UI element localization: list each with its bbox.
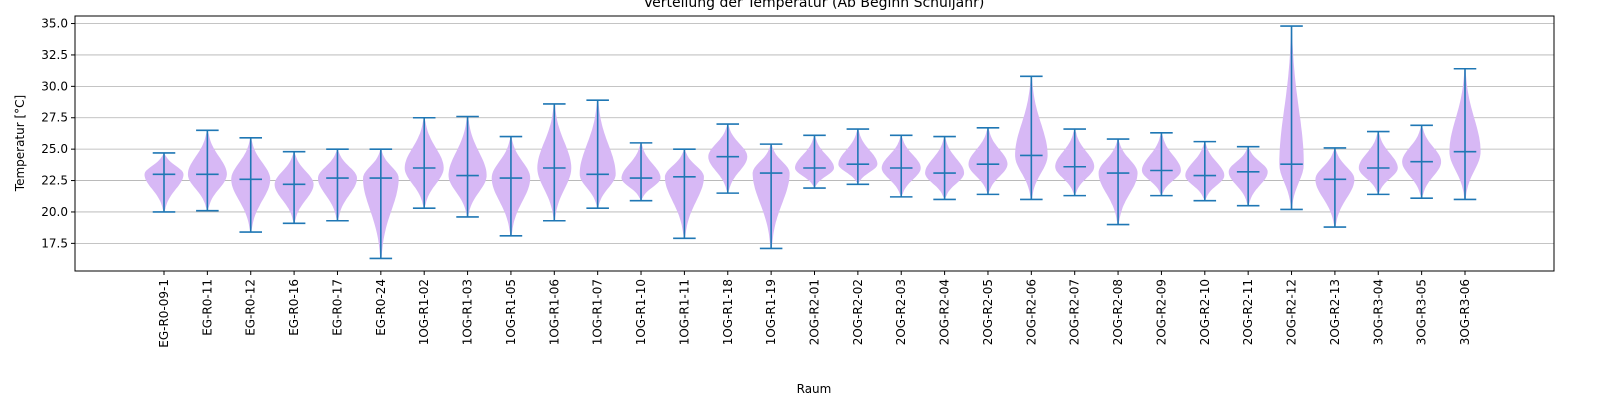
x-tick-label: 3OG-R3-06 (1458, 279, 1472, 345)
x-tick-label: 2OG-R2-11 (1241, 279, 1255, 345)
violin-bodies (144, 26, 1481, 259)
x-tick-label: 2OG-R2-05 (981, 279, 995, 345)
x-tick-label: 1OG-R1-03 (461, 279, 475, 345)
x-tick-label: EG-R0-11 (200, 279, 214, 336)
y-axis-label: Temperatur [°C] (13, 95, 27, 192)
x-tick-label: EG-R0-16 (287, 279, 301, 336)
x-tick-label: 2OG-R2-10 (1198, 279, 1212, 345)
x-tick-label: 2OG-R2-01 (808, 279, 822, 345)
y-tick-label: 27.5 (41, 111, 68, 125)
x-tick-label: 2OG-R2-09 (1154, 279, 1168, 345)
whisker-lines (152, 25, 1477, 260)
x-tick-label: 2OG-R2-13 (1328, 279, 1342, 345)
x-tick-label: 1OG-R1-02 (417, 279, 431, 345)
y-tick-label: 30.0 (41, 79, 68, 93)
x-tick-label: 1OG-R1-06 (547, 279, 561, 345)
y-tick-label: 17.5 (41, 236, 68, 250)
x-tick-label: 2OG-R2-04 (938, 279, 952, 345)
y-tick-label: 25.0 (41, 142, 68, 156)
x-tick-label: 1OG-R1-05 (504, 279, 518, 345)
x-tick-label: 3OG-R3-04 (1371, 279, 1385, 345)
x-tick-label: 2OG-R2-12 (1285, 279, 1299, 345)
x-axis-label: Raum (797, 382, 832, 396)
y-tick-label: 32.5 (41, 48, 68, 62)
x-tick-label: 1OG-R1-19 (764, 279, 778, 345)
y-tick-label: 35.0 (41, 17, 68, 31)
x-tick-label: 1OG-R1-07 (591, 279, 605, 345)
x-axis-ticks: EG-R0-09-1 EG-R0-11 EG-R0-12 EG-R0-16 EG-R0-… (157, 271, 1472, 348)
chart-title: Verteilung der Temperatur (Ab Beginn Sch… (644, 0, 985, 11)
y-tick-label: 20.0 (41, 205, 68, 219)
x-tick-label: 1OG-R1-11 (677, 279, 691, 345)
x-tick-label: EG-R0-24 (374, 279, 388, 336)
x-tick-label: 1OG-R1-10 (634, 279, 648, 345)
x-tick-label: 2OG-R2-03 (894, 279, 908, 345)
x-tick-label: 1OG-R1-18 (721, 279, 735, 345)
x-tick-label: EG-R0-12 (244, 279, 258, 336)
x-tick-label: EG-R0-09-1 (157, 279, 171, 348)
y-axis-ticks: 17.5 20.0 22.5 25.0 27.5 30.0 32.5 35.0 (41, 17, 75, 250)
x-tick-label: 2OG-R2-07 (1068, 279, 1082, 345)
y-tick-label: 22.5 (41, 174, 68, 188)
x-tick-label: 2OG-R2-06 (1024, 279, 1038, 345)
x-tick-label: 2OG-R2-08 (1111, 279, 1125, 345)
x-tick-label: 3OG-R3-05 (1415, 279, 1429, 345)
x-tick-label: 2OG-R2-02 (851, 279, 865, 345)
x-tick-label: EG-R0-17 (331, 279, 345, 336)
